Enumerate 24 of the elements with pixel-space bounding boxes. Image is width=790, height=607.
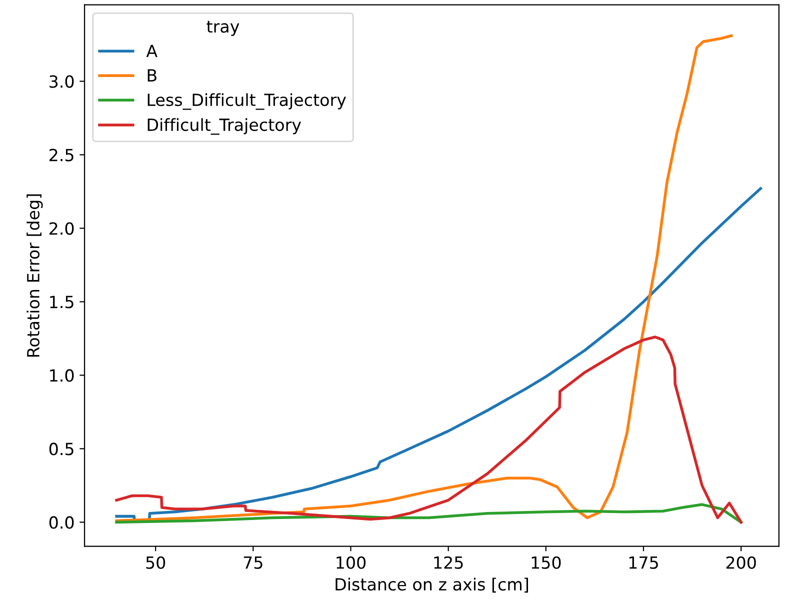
legend-label: Difficult_Trajectory [148, 118, 302, 135]
x-tick-label: 150 [532, 556, 561, 569]
x-tick-label: 200 [726, 556, 756, 569]
y-tick-label: 2.0 [50, 222, 74, 235]
line-series [115, 34, 733, 522]
x-axis-title: Distance on z axis [cm] [336, 578, 528, 593]
legend-title: tray [206, 20, 240, 36]
x-tick-label: 100 [336, 556, 366, 569]
legend-label: B [148, 69, 156, 82]
y-tick-label: 2.5 [50, 148, 74, 162]
y-tick-label: 0.5 [49, 442, 74, 456]
x-tick-label: 175 [629, 556, 658, 569]
line-series [115, 503, 742, 524]
x-tick-label: 125 [434, 556, 463, 569]
y-tick-label: 0.0 [49, 516, 74, 529]
y-tick-label: 1.0 [50, 369, 74, 382]
x-tick-label: 50 [146, 556, 166, 569]
line-series [115, 336, 742, 524]
y-tick-label: 3.0 [50, 75, 74, 88]
y-axis-title: Rotation Error [deg] [26, 194, 43, 357]
legend-label: A [146, 44, 158, 57]
legend-label: Less_Difficult_Trajectory [148, 93, 346, 110]
y-tick-label: 1.5 [50, 296, 74, 308]
x-tick-label: 75 [244, 556, 262, 569]
